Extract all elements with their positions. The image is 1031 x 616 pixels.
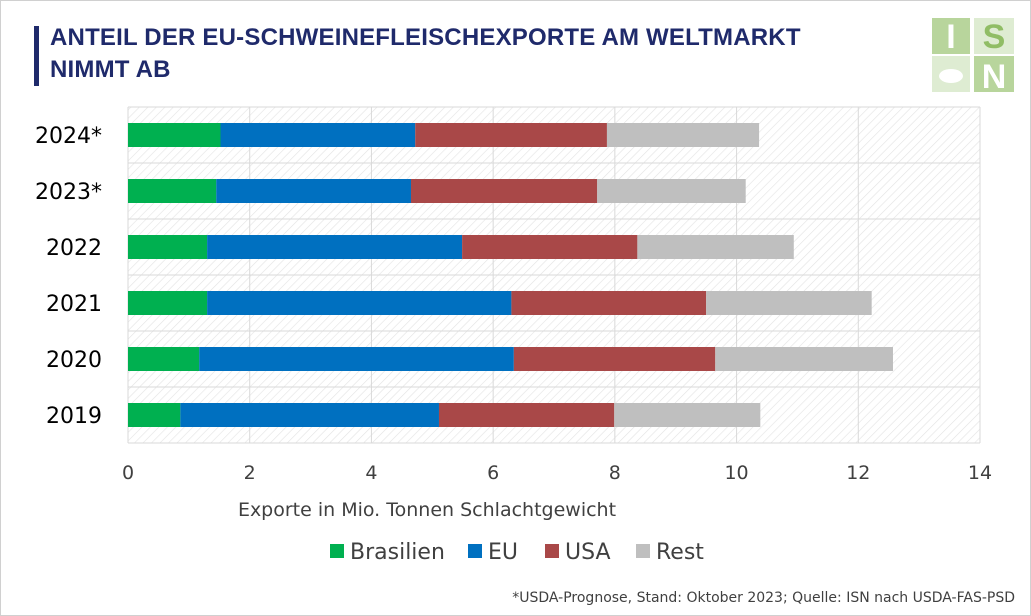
bar-brasilien-2024 — [128, 123, 221, 147]
legend-swatch-eu — [468, 544, 482, 558]
x-tick-label-1: 2 — [244, 462, 256, 484]
bar-usa-2019 — [438, 403, 615, 427]
legend-swatch-brasilien — [330, 544, 344, 558]
legend-item-usa: USA — [545, 540, 611, 565]
bar-usa-2023 — [410, 179, 598, 203]
bar-eu-2022 — [207, 235, 463, 259]
legend-item-rest: Rest — [636, 540, 704, 565]
bar-eu-2024 — [220, 123, 416, 147]
bar-brasilien-2023 — [128, 179, 217, 203]
x-tick-label-6: 12 — [846, 462, 870, 484]
legend-item-eu: EU — [468, 540, 518, 565]
bar-eu-2023 — [216, 179, 411, 203]
bar-rest-2024 — [606, 123, 760, 147]
bar-usa-2024 — [415, 123, 607, 147]
bar-rest-2023 — [597, 179, 746, 203]
legend-swatch-usa — [545, 544, 559, 558]
legend-label-brasilien: Brasilien — [350, 540, 445, 565]
bar-usa-2022 — [462, 235, 638, 259]
x-tick-label-5: 10 — [724, 462, 748, 484]
legend-item-brasilien: Brasilien — [330, 540, 445, 565]
bar-rest-2020 — [715, 347, 893, 371]
x-tick-label-0: 0 — [122, 462, 134, 484]
category-label-4: 2020 — [46, 348, 102, 373]
source-footnote: *USDA-Prognose, Stand: Oktober 2023; Que… — [512, 590, 1015, 606]
bar-rest-2022 — [637, 235, 794, 259]
bar-brasilien-2019 — [128, 403, 181, 427]
x-axis-label: Exporte in Mio. Tonnen Schlachtgewicht — [238, 499, 616, 521]
x-tick-label-2: 4 — [365, 462, 377, 484]
bar-rest-2019 — [614, 403, 761, 427]
legend-label-usa: USA — [565, 540, 611, 565]
bar-usa-2020 — [513, 347, 716, 371]
category-label-5: 2019 — [46, 404, 102, 429]
bar-eu-2020 — [199, 347, 514, 371]
svg-text:S: S — [983, 18, 1006, 56]
bar-eu-2021 — [207, 291, 512, 315]
bar-usa-2021 — [511, 291, 707, 315]
isn-logo: I S N — [930, 16, 1016, 94]
x-tick-label-4: 8 — [609, 462, 621, 484]
category-label-1: 2023* — [35, 180, 102, 205]
svg-text:I: I — [946, 18, 955, 56]
bar-brasilien-2021 — [128, 291, 208, 315]
x-tick-label-7: 14 — [968, 462, 992, 484]
category-label-3: 2021 — [46, 292, 102, 317]
chart-title: ANTEIL DER EU-SCHWEINEFLEISCHEXPORTE AM … — [50, 24, 801, 83]
legend-label-rest: Rest — [656, 540, 704, 565]
bar-eu-2019 — [180, 403, 439, 427]
bar-brasilien-2022 — [128, 235, 208, 259]
legend-swatch-rest — [636, 544, 650, 558]
category-label-0: 2024* — [35, 124, 102, 149]
x-tick-label-3: 6 — [487, 462, 499, 484]
legend-label-eu: EU — [488, 540, 518, 565]
svg-text:N: N — [982, 58, 1007, 94]
bar-brasilien-2020 — [128, 347, 200, 371]
title-accent-bar — [34, 26, 39, 86]
category-label-2: 2022 — [46, 236, 102, 261]
bar-rest-2021 — [706, 291, 872, 315]
